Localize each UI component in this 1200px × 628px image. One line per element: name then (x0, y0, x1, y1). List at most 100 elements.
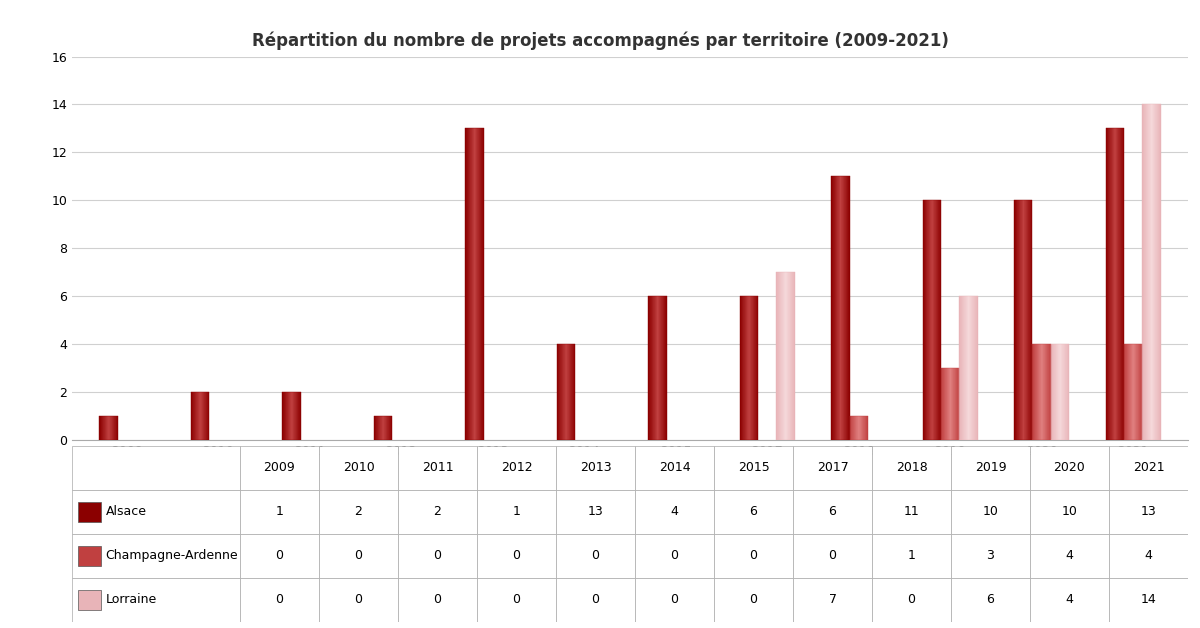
Bar (635, 534, 714, 578)
Text: 3: 3 (986, 550, 995, 562)
Bar (941, 368, 959, 440)
Text: Répartition du nombre de projets accompagnés par territoire (2009-2021): Répartition du nombre de projets accompa… (252, 31, 948, 50)
Bar (832, 176, 850, 440)
Bar (635, 446, 714, 490)
Text: 1: 1 (512, 506, 521, 518)
Text: 7: 7 (828, 593, 836, 606)
Bar (478, 578, 556, 622)
Bar (240, 446, 319, 490)
Bar (72, 490, 240, 534)
Text: 6: 6 (750, 506, 757, 518)
Bar (319, 490, 398, 534)
Text: 0: 0 (592, 593, 600, 606)
Bar (1124, 344, 1142, 440)
Bar (556, 490, 635, 534)
Text: 2014: 2014 (659, 462, 690, 474)
Bar (398, 446, 478, 490)
Bar (1030, 534, 1109, 578)
Text: 2017: 2017 (817, 462, 848, 474)
Bar (635, 578, 714, 622)
Bar (282, 392, 301, 440)
Text: 2012: 2012 (500, 462, 533, 474)
Bar (72, 446, 240, 490)
Text: 0: 0 (671, 593, 678, 606)
Bar (714, 490, 793, 534)
Text: 13: 13 (588, 506, 604, 518)
Bar (398, 534, 478, 578)
Bar (959, 296, 978, 440)
Bar (398, 578, 478, 622)
Bar (319, 578, 398, 622)
Bar (1032, 344, 1051, 440)
Bar (78, 546, 101, 566)
Bar (319, 446, 398, 490)
Bar (714, 446, 793, 490)
Bar (923, 200, 941, 440)
Text: 0: 0 (907, 593, 916, 606)
Bar (872, 578, 952, 622)
Bar (1142, 104, 1160, 440)
Text: 2011: 2011 (421, 462, 454, 474)
Bar (1051, 344, 1069, 440)
Bar (648, 296, 666, 440)
Bar (478, 490, 556, 534)
Bar (398, 490, 478, 534)
Bar (793, 490, 872, 534)
Text: 0: 0 (592, 550, 600, 562)
Bar (952, 490, 1030, 534)
Bar (240, 578, 319, 622)
Bar (1109, 534, 1188, 578)
Bar (872, 446, 952, 490)
Bar (1030, 490, 1109, 534)
Bar (793, 578, 872, 622)
Text: 0: 0 (671, 550, 678, 562)
Bar (793, 446, 872, 490)
Text: 0: 0 (512, 550, 521, 562)
Bar (72, 578, 240, 622)
Bar (466, 128, 484, 440)
Text: 4: 4 (1145, 550, 1152, 562)
Text: 13: 13 (1141, 506, 1157, 518)
Text: 2: 2 (354, 506, 362, 518)
Bar (1109, 446, 1188, 490)
Bar (1030, 578, 1109, 622)
Text: 2021: 2021 (1133, 462, 1164, 474)
Text: 0: 0 (276, 550, 283, 562)
Bar (1109, 578, 1188, 622)
Bar (557, 344, 575, 440)
Bar (478, 446, 556, 490)
Text: 0: 0 (750, 550, 757, 562)
Bar (739, 296, 758, 440)
Text: 0: 0 (433, 550, 442, 562)
Text: 2015: 2015 (738, 462, 769, 474)
Text: 6: 6 (828, 506, 836, 518)
Text: 4: 4 (1066, 593, 1074, 606)
Text: Lorraine: Lorraine (106, 593, 157, 606)
Text: 2010: 2010 (343, 462, 374, 474)
Bar (1030, 446, 1109, 490)
Text: 0: 0 (750, 593, 757, 606)
Bar (319, 534, 398, 578)
Bar (952, 534, 1030, 578)
Text: 2020: 2020 (1054, 462, 1085, 474)
Bar (872, 490, 952, 534)
Bar (793, 534, 872, 578)
Bar (872, 534, 952, 578)
Text: 6: 6 (986, 593, 995, 606)
Bar (714, 534, 793, 578)
Text: 1: 1 (907, 550, 916, 562)
Bar (78, 502, 101, 522)
Bar (478, 534, 556, 578)
Text: Alsace: Alsace (106, 506, 146, 518)
Text: 0: 0 (354, 593, 362, 606)
Text: 2009: 2009 (264, 462, 295, 474)
Bar (714, 578, 793, 622)
Bar (240, 534, 319, 578)
Text: 0: 0 (276, 593, 283, 606)
Bar (850, 416, 868, 440)
Text: 10: 10 (983, 506, 998, 518)
Text: 2013: 2013 (580, 462, 611, 474)
Bar (952, 578, 1030, 622)
Text: 4: 4 (1066, 550, 1074, 562)
Text: 2019: 2019 (974, 462, 1007, 474)
